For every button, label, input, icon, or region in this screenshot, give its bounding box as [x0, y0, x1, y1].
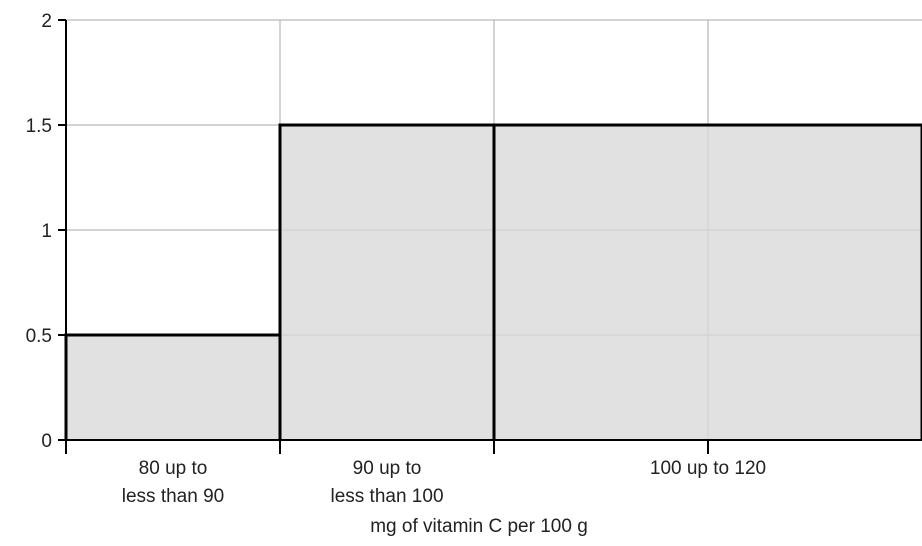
labels-layer: 0 0.5 1 1.5 2 80 up to less than 90 90 up to les… [26, 11, 767, 507]
y-tick-label: 1.5 [26, 116, 52, 137]
histogram-bar [66, 335, 280, 440]
bin-label: 100 up to 120 [650, 458, 766, 479]
y-tick-label: 0 [41, 431, 52, 452]
histogram-bar-outline [492, 123, 922, 440]
y-tick-label: 1 [41, 221, 52, 242]
histogram-bar [494, 125, 922, 440]
axes-layer [58, 19, 922, 454]
y-tick-label: 2 [41, 11, 52, 32]
histogram-bar [280, 125, 494, 440]
bin-label: 80 up to less than 90 [122, 458, 224, 507]
y-tick-label: 0.5 [26, 326, 52, 347]
bars-layer [64, 123, 922, 440]
x-axis-title: mg of vitamin C per 100 g [370, 516, 588, 537]
bin-label: 90 up to less than 100 [330, 458, 443, 507]
